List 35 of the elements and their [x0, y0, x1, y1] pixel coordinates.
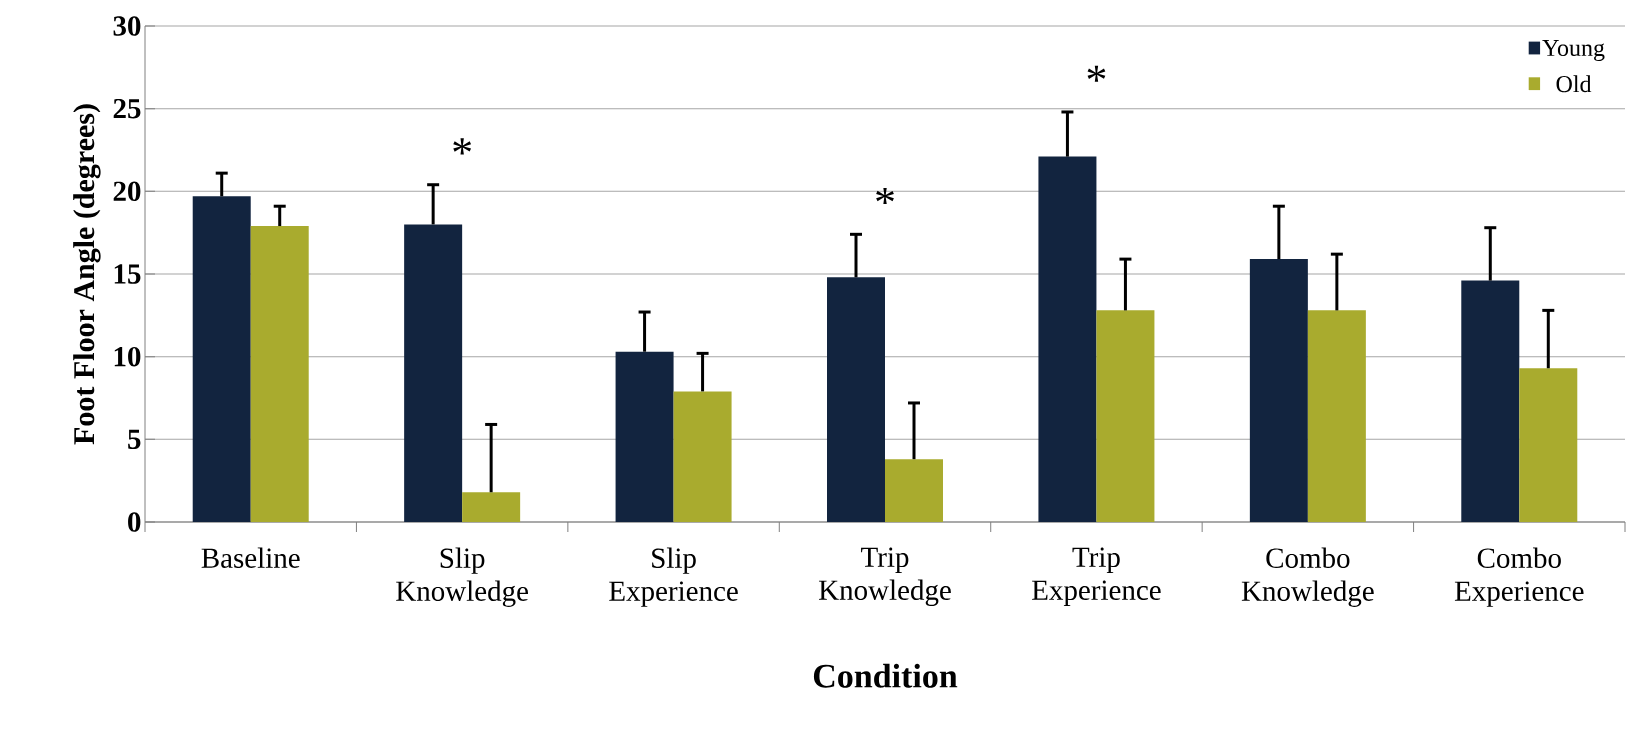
data-label: *	[1087, 65, 1106, 82]
y-tick-label: 5	[128, 429, 141, 449]
x-tick-label: Slip Experience	[609, 547, 738, 607]
y-axis-title: Foot Floor Angle (degrees)	[73, 104, 101, 445]
y-tick-label: 15	[114, 264, 141, 284]
x-tick-label: Baseline	[201, 547, 300, 568]
y-tick-label: 25	[113, 98, 141, 119]
legend-label: Young	[1542, 40, 1605, 62]
x-tick-label: Trip Experience	[1032, 547, 1161, 606]
bar	[404, 224, 463, 522]
y-tick-label: 10	[114, 346, 141, 367]
bar	[1519, 368, 1578, 522]
legend-label: Old	[1556, 75, 1592, 93]
bar	[885, 459, 944, 522]
bar	[462, 492, 521, 522]
bar	[1461, 280, 1520, 522]
data-label: *	[453, 138, 472, 155]
bar	[615, 351, 674, 522]
bar	[827, 277, 885, 522]
y-tick-label: 30	[113, 16, 141, 36]
x-tick-label: Slip Knowledge	[396, 547, 528, 607]
y-tick-label: 0	[128, 512, 141, 532]
bar	[673, 391, 732, 522]
bar	[250, 226, 309, 522]
y-tick-label: 20	[113, 181, 141, 202]
bar	[1249, 259, 1308, 522]
bar	[1096, 310, 1155, 522]
x-tick-label: Trip Knowledge	[818, 547, 951, 606]
x-tick-label: Combo Experience	[1454, 547, 1584, 607]
bar	[1038, 156, 1097, 522]
bar	[192, 196, 251, 522]
bar	[1307, 310, 1366, 522]
data-label: *	[876, 187, 894, 205]
x-axis-title: Condition	[813, 663, 958, 688]
x-tick-label: Combo Knowledge	[1241, 547, 1374, 607]
